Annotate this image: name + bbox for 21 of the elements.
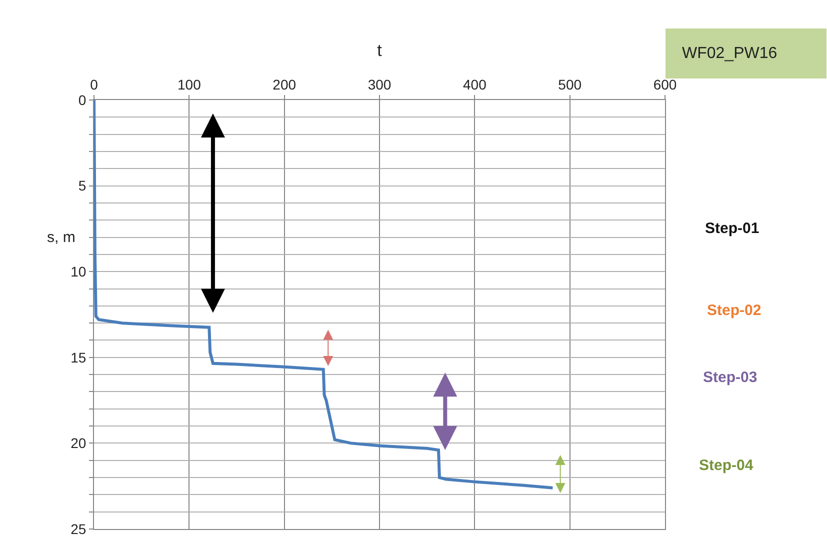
line-series [94, 100, 554, 490]
y-tick-label: 0 [78, 92, 86, 108]
x-tick-label: 200 [272, 76, 296, 92]
text: WF02_PW16 [682, 45, 778, 62]
x-tick-label: 0 [90, 76, 98, 92]
text: Step-04 [699, 457, 754, 474]
y-tick-label: 10 [70, 264, 86, 280]
y-axis-title: s, m [47, 229, 76, 246]
y-tick-label: 15 [70, 349, 86, 366]
text: Step-01 [705, 220, 760, 237]
text: Step-03 [703, 369, 758, 386]
x-tick-label: 300 [368, 76, 392, 92]
y-tick-label: 5 [78, 178, 86, 194]
x-tick-label: 600 [653, 76, 677, 92]
y-tick-label: 20 [70, 435, 86, 452]
y-tick-label: 25 [70, 520, 86, 537]
x-tick-label: 400 [462, 76, 487, 92]
x-axis-title: t [377, 40, 382, 60]
x-tick-label: 500 [558, 76, 582, 92]
x-tick-label: 100 [177, 76, 202, 92]
text: Step-02 [707, 302, 762, 319]
